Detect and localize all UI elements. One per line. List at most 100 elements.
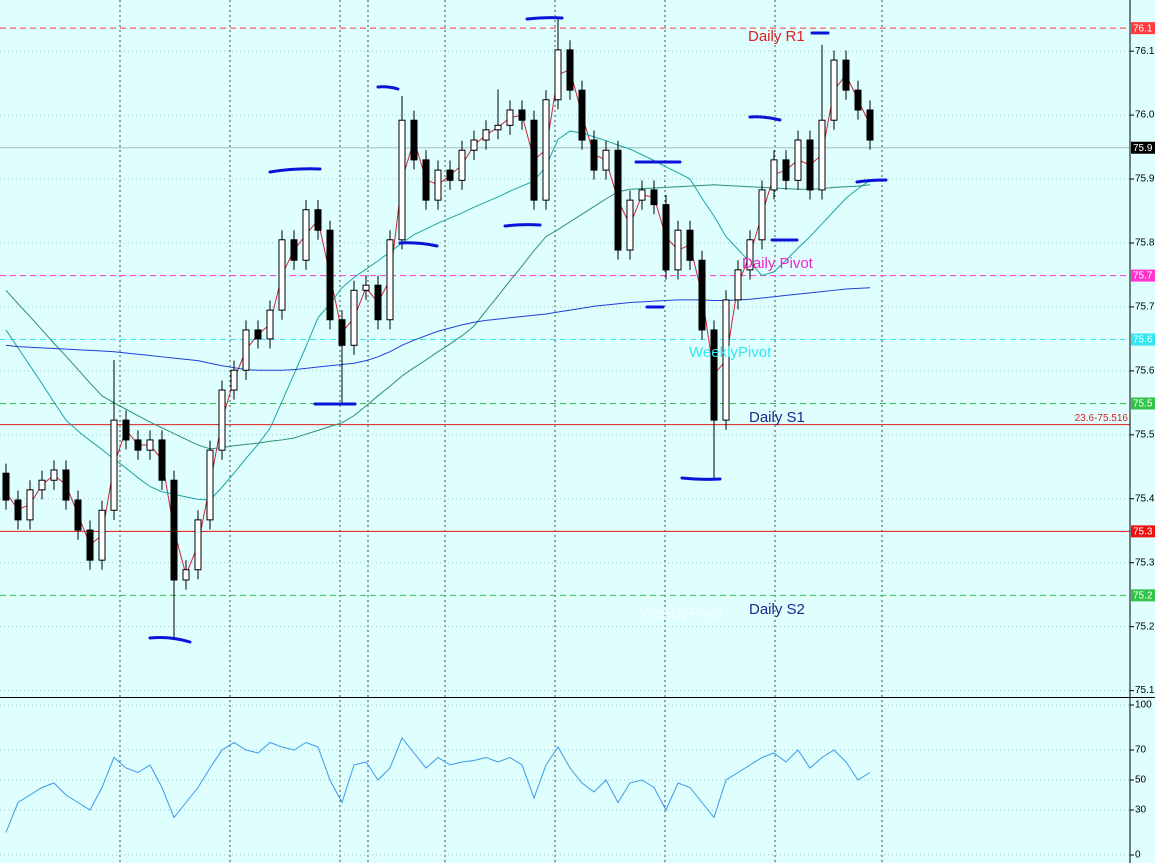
level-label: 75.2 <box>1133 590 1153 601</box>
swing-mark <box>503 223 542 228</box>
candle-body <box>854 89 862 111</box>
candle-body <box>2 472 10 501</box>
swing-mark <box>148 636 192 644</box>
candle-body <box>710 329 718 421</box>
level-label: 76.1 <box>1133 23 1153 34</box>
annotation: Daily S2 <box>749 601 805 618</box>
candle-body <box>698 259 706 331</box>
level-label-box <box>1131 525 1155 538</box>
rsi-line <box>5 737 871 833</box>
candle-body <box>182 569 190 581</box>
candle-body <box>602 149 610 171</box>
candle-body <box>590 139 598 171</box>
candle-body <box>518 109 526 121</box>
candle-body <box>14 499 22 521</box>
candle-body <box>542 99 550 201</box>
candle-body <box>302 209 310 261</box>
candle-body <box>350 289 358 346</box>
candle-body <box>506 109 514 126</box>
swing-mark <box>855 178 888 184</box>
candle-body <box>578 89 586 141</box>
candle-body <box>554 49 562 101</box>
y-tick-label: 70 <box>1135 745 1147 756</box>
candle-body <box>446 169 454 181</box>
swing-mark <box>376 85 400 91</box>
candle-body <box>398 119 406 241</box>
candles <box>2 17 874 641</box>
candle-body <box>530 119 538 201</box>
candle-body <box>614 149 622 251</box>
swing-mark <box>525 16 564 21</box>
y-tick-label: 0 <box>1135 850 1141 861</box>
y-tick-label: 75.9 <box>1135 174 1155 185</box>
annotation: WeeklyPivot <box>689 344 772 361</box>
y-tick-label: 75.8 <box>1135 238 1155 249</box>
candle-body <box>458 149 466 181</box>
candle-body <box>626 199 634 251</box>
y-tick-label: 75.7 <box>1135 302 1155 313</box>
candle-body <box>842 59 850 91</box>
candle-body <box>338 319 346 346</box>
time-grid <box>119 0 883 863</box>
candle-body <box>26 489 34 521</box>
candle-body <box>470 139 478 151</box>
swing-mark <box>680 476 722 481</box>
candle-body <box>782 159 790 181</box>
candle-body <box>110 419 118 511</box>
candle-body <box>170 479 178 581</box>
level-label: 75.6 <box>1133 335 1153 346</box>
level-label-box <box>1131 589 1155 602</box>
y-tick-label: 75.5 <box>1135 429 1155 440</box>
candle-body <box>206 449 214 521</box>
candle-body <box>314 209 322 231</box>
candle-body <box>218 389 226 451</box>
candle-body <box>86 529 94 561</box>
candle-body <box>362 284 370 291</box>
candle-body <box>122 419 130 441</box>
candle-body <box>494 124 502 131</box>
y-tick-label: 75.4 <box>1135 493 1155 504</box>
candle-body <box>638 189 646 201</box>
candle-body <box>806 139 814 191</box>
y-tick-label: 75.3 <box>1135 557 1155 568</box>
level-label-box <box>1131 269 1155 282</box>
y-tick-label: 76.1 <box>1135 46 1155 57</box>
y-tick-label: 75.6 <box>1135 366 1155 377</box>
annotation: Daily Pivot <box>742 255 814 272</box>
candle-body <box>410 119 418 161</box>
candle-body <box>158 439 166 481</box>
candle-body <box>290 239 298 261</box>
swing-mark <box>268 167 322 174</box>
moving-average-line <box>5 130 871 501</box>
annotation: Daily R1 <box>748 28 805 45</box>
y-tick-label: 75.1 <box>1135 685 1155 696</box>
level-label: 75.3 <box>1133 527 1153 538</box>
candle-body <box>386 239 394 321</box>
candle-body <box>254 329 262 340</box>
candle-body <box>686 229 694 261</box>
candle-body <box>758 189 766 241</box>
level-label: 75.5 <box>1133 399 1153 410</box>
candle-body <box>734 269 742 301</box>
candle-body <box>434 169 442 201</box>
candle-body <box>326 229 334 321</box>
candle-body <box>134 439 142 451</box>
swing-mark <box>398 241 439 248</box>
level-label: 23.6-75.516 <box>1075 413 1129 424</box>
candle-body <box>674 229 682 271</box>
candle-body <box>818 119 826 191</box>
candle-body <box>62 469 70 501</box>
swing-mark <box>748 115 782 122</box>
level-label: 75.7 <box>1133 271 1153 282</box>
candle-body <box>866 109 874 141</box>
moving-average-line <box>5 184 871 450</box>
candle-body <box>422 159 430 201</box>
candle-body <box>194 519 202 571</box>
y-tick-label: 30 <box>1135 805 1147 816</box>
candle-body <box>794 139 802 181</box>
candle-body <box>650 189 658 206</box>
candle-body <box>38 479 46 491</box>
